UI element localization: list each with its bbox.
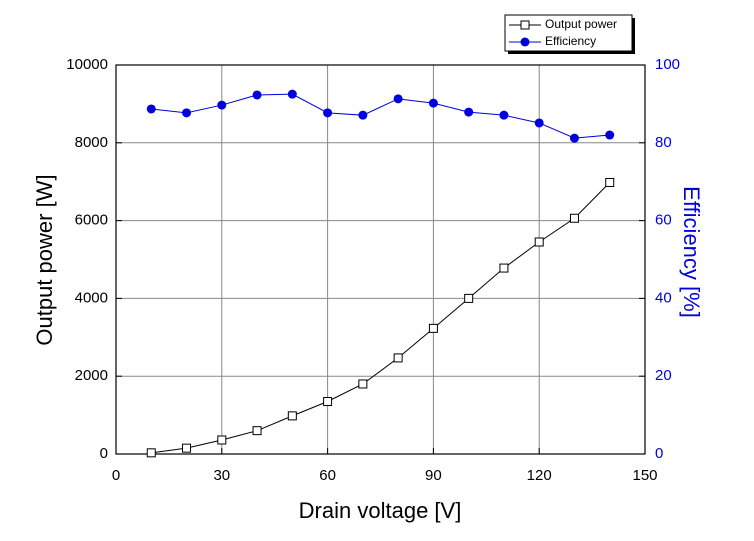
series-line [151, 93, 610, 139]
x-tick-label: 0 [112, 467, 120, 484]
marker [428, 98, 438, 108]
marker [252, 90, 262, 100]
marker [358, 379, 368, 389]
y2-tick-label: 100 [655, 56, 680, 73]
marker [534, 118, 544, 128]
x-tick-label: 30 [213, 467, 230, 484]
marker [428, 323, 438, 333]
marker [217, 435, 227, 445]
marker [217, 100, 227, 110]
marker [393, 353, 403, 363]
marker [182, 443, 192, 453]
marker [323, 108, 333, 118]
marker [464, 293, 474, 303]
legend-label: Output power [545, 17, 617, 31]
y2-axis-title: Efficiency [%] [679, 186, 704, 318]
marker [569, 213, 579, 223]
marker [323, 396, 333, 406]
y2-tick-label: 80 [655, 134, 672, 151]
x-tick-label: 150 [632, 467, 657, 484]
marker [520, 37, 530, 47]
y-tick-label: 4000 [75, 289, 108, 306]
marker [287, 411, 297, 421]
x-tick-label: 60 [319, 467, 336, 484]
x-axis-title: Drain voltage [V] [299, 498, 462, 523]
marker [499, 110, 509, 120]
marker [182, 108, 192, 118]
y2-tick-label: 0 [655, 445, 663, 462]
marker [146, 448, 156, 458]
y-tick-label: 10000 [66, 56, 108, 73]
marker [499, 263, 509, 273]
marker [464, 107, 474, 117]
legend-label: Efficiency [545, 34, 596, 48]
x-tick-label: 120 [527, 467, 552, 484]
y-axis-title: Output power [W] [32, 174, 57, 345]
y-tick-label: 2000 [75, 367, 108, 384]
y-tick-label: 8000 [75, 134, 108, 151]
y-tick-label: 0 [100, 445, 108, 462]
y-tick-label: 6000 [75, 212, 108, 229]
marker [393, 94, 403, 104]
marker [146, 104, 156, 114]
series-line [151, 182, 611, 454]
marker [605, 177, 615, 187]
y2-tick-label: 20 [655, 367, 672, 384]
marker [605, 130, 615, 140]
marker [569, 133, 579, 143]
y2-tick-label: 60 [655, 212, 672, 229]
marker [520, 20, 530, 30]
marker [534, 237, 544, 247]
y2-tick-label: 40 [655, 289, 672, 306]
marker [358, 110, 368, 120]
marker [287, 89, 297, 99]
x-tick-label: 90 [425, 467, 442, 484]
marker [252, 426, 262, 436]
plot-frame [115, 64, 646, 455]
